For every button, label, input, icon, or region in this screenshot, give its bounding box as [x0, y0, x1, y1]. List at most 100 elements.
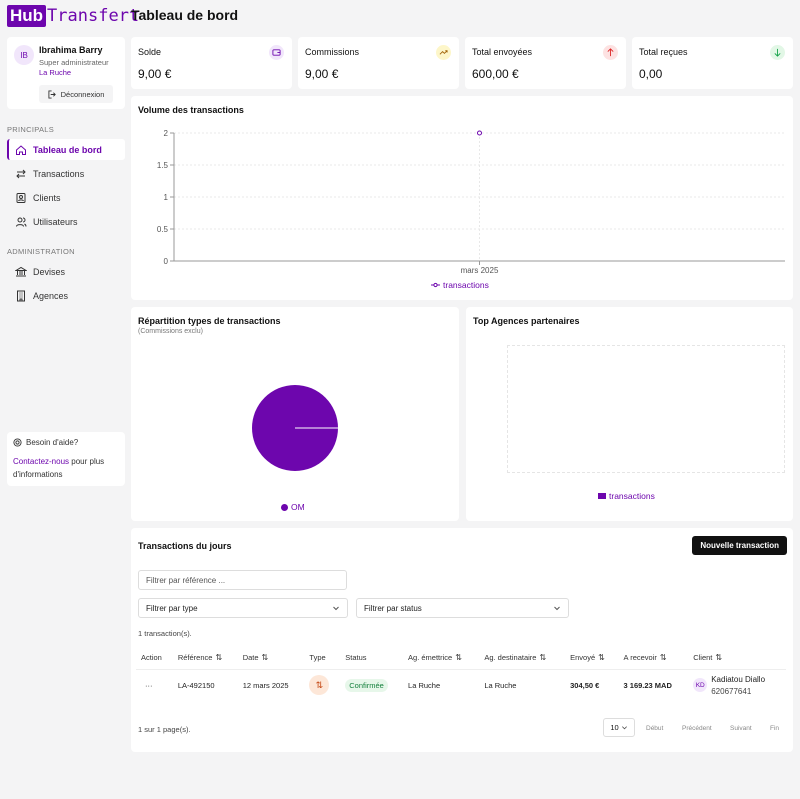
users-icon	[16, 217, 27, 227]
user-org: La Ruche	[39, 68, 72, 77]
row-date: 12 mars 2025	[242, 680, 289, 690]
chevron-down-icon	[554, 606, 560, 611]
pager-first-button[interactable]: Début	[646, 725, 664, 732]
y-tick-label: 1.5	[157, 161, 169, 170]
sidebar-item-transactions[interactable]: Transactions	[7, 163, 125, 184]
transactions-title: Transactions du jours	[138, 541, 232, 551]
filter-status-select[interactable]: Filtrer par status	[356, 598, 569, 618]
client-phone: 620677641	[711, 686, 752, 696]
transactions-table: Action Référence ⇅ Date ⇅ Type Status Ag. …	[136, 647, 786, 701]
pie-legend[interactable]: OM	[281, 502, 305, 512]
row-status: Confirmée	[340, 669, 403, 701]
help-text: pour plus d'informations	[13, 457, 105, 479]
stat-card-recues: Total reçues 0,00	[632, 37, 793, 89]
row-type: ⇅	[304, 669, 340, 701]
user-card: IB Ibrahima Barry Super administrateur L…	[7, 37, 125, 109]
contact-link[interactable]: Contactez-nous	[13, 457, 70, 466]
pager-prev-button[interactable]: Précédent	[682, 725, 712, 732]
more-icon[interactable]: ···	[145, 680, 153, 690]
transactions-card: Transactions du jours Nouvelle transacti…	[131, 528, 793, 752]
app-logo[interactable]: Hub Transfert	[7, 4, 139, 28]
help-card: Besoin d'aide? Contactez-nous pour plus …	[7, 432, 125, 486]
stat-card-commissions: Commissions 9,00 €	[298, 37, 459, 89]
pie-chart	[252, 385, 338, 471]
pager-last-button[interactable]: Fin	[770, 725, 780, 732]
building-icon	[17, 290, 25, 301]
home-icon	[16, 144, 26, 155]
section-principal: PRINCIPALS	[7, 125, 55, 134]
col-a-recevoir[interactable]: A recevoir ⇅	[618, 647, 689, 670]
sidebar-item-agences[interactable]: Agences	[7, 285, 125, 306]
sidebar-item-label: Utilisateurs	[33, 216, 78, 227]
stat-label: Solde	[138, 47, 162, 57]
col-ag-emettrice[interactable]: Ag. émettrice ⇅	[403, 647, 480, 670]
col-date[interactable]: Date ⇅	[237, 647, 305, 670]
pie-chart-card: Répartition types de transactions (Commi…	[131, 307, 459, 521]
data-point	[477, 130, 482, 136]
arrows-icon	[16, 169, 26, 178]
col-reference[interactable]: Référence ⇅	[172, 647, 238, 670]
section-admin: ADMINISTRATION	[7, 247, 75, 256]
volume-chart-card: Volume des transactions 0 0.5 1 1.5 2 mars 20…	[131, 96, 793, 300]
row-a-recevoir: 3 169.23 MAD	[623, 680, 672, 690]
agencies-legend[interactable]: transactions	[598, 491, 655, 501]
table-row: ··· LA-492150 12 mars 2025 ⇅ Confirmée L…	[136, 669, 786, 701]
contact-icon	[16, 192, 26, 203]
row-envoye: 304,50 €	[570, 680, 600, 690]
volume-legend[interactable]: transactions	[431, 280, 489, 290]
sort-icon[interactable]: ⇅	[598, 653, 605, 663]
pager-next-button[interactable]: Suivant	[730, 725, 752, 732]
page-title: Tableau de bord	[131, 7, 239, 23]
transfer-type-icon: ⇅	[309, 675, 330, 696]
sort-icon[interactable]: ⇅	[215, 653, 223, 663]
col-client[interactable]: Client ⇅	[688, 647, 786, 670]
chevron-down-icon	[621, 726, 627, 730]
sort-icon[interactable]: ⇅	[455, 653, 462, 663]
pie-chart-subtitle: (Commissions exclu)	[138, 328, 203, 335]
client-avatar: KD	[693, 678, 708, 693]
new-transaction-button[interactable]: Nouvelle transaction	[692, 536, 787, 555]
filter-type-select[interactable]: Filtrer par type	[138, 598, 348, 618]
filter-reference-placeholder: Filtrer par référence ...	[146, 575, 226, 585]
stat-value: 9,00 €	[305, 67, 339, 81]
filter-reference-input[interactable]: Filtrer par référence ...	[138, 570, 347, 590]
logo-transfert: Transfert	[47, 6, 140, 26]
logout-button[interactable]: Déconnexion	[39, 85, 113, 103]
pager-info: 1 sur 1 page(s).	[138, 725, 191, 734]
page-size-select[interactable]: 10	[603, 718, 635, 737]
col-ag-destinataire[interactable]: Ag. destinataire ⇅	[479, 647, 566, 670]
logout-icon	[48, 89, 56, 99]
sidebar-item-dashboard[interactable]: Tableau de bord	[7, 139, 125, 160]
help-title: Besoin d'aide?	[26, 438, 79, 447]
arrow-up-icon	[603, 45, 618, 60]
bank-icon	[15, 266, 27, 276]
row-action-menu[interactable]: ···	[136, 669, 173, 701]
sidebar-item-label: Agences	[33, 290, 69, 301]
legend-square	[598, 493, 606, 499]
wallet-icon	[269, 45, 284, 60]
stat-value: 600,00 €	[472, 67, 519, 81]
sidebar-item-users[interactable]: Utilisateurs	[7, 211, 125, 232]
stat-value: 9,00 €	[138, 67, 172, 81]
sidebar-item-devises[interactable]: Devises	[7, 261, 125, 282]
stat-value: 0,00	[639, 67, 663, 81]
agencies-plot-area	[507, 345, 785, 473]
stat-card-envoyees: Total envoyées 600,00 €	[465, 37, 626, 89]
sort-icon[interactable]: ⇅	[659, 653, 667, 663]
y-tick-label: 0.5	[157, 225, 169, 234]
logout-label: Déconnexion	[60, 89, 105, 99]
row-client: KD Kadiatou Diallo 620677641	[688, 669, 786, 701]
sidebar-item-label: Clients	[33, 192, 61, 203]
sidebar: Hub Transfert IB Ibrahima Barry Super ad…	[0, 0, 139, 799]
sidebar-item-label: Tableau de bord	[33, 144, 102, 155]
row-reference: LA-492150	[177, 680, 215, 690]
col-envoye[interactable]: Envoyé ⇅	[565, 647, 619, 670]
sort-icon[interactable]: ⇅	[715, 653, 723, 663]
status-badge: Confirmée	[345, 678, 388, 692]
col-action: Action	[136, 647, 173, 670]
sort-icon[interactable]: ⇅	[261, 653, 269, 663]
sidebar-item-clients[interactable]: Clients	[7, 187, 125, 208]
sort-icon[interactable]: ⇅	[539, 653, 547, 663]
page-size-value: 10	[610, 723, 619, 732]
legend-label: transactions	[609, 491, 655, 501]
